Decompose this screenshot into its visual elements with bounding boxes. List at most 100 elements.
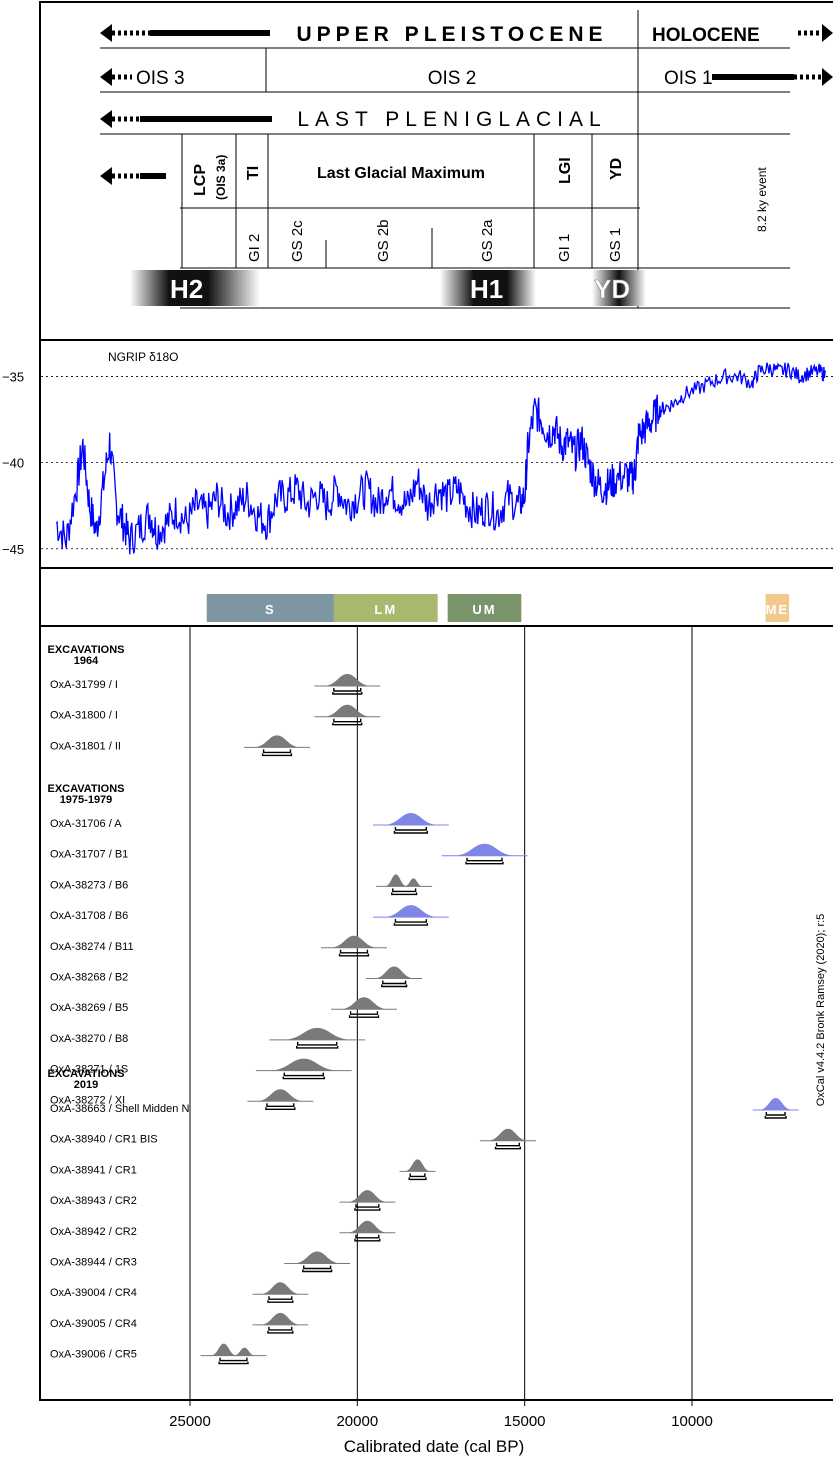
h2-label: H2 <box>170 274 203 304</box>
group-subtitle: 1964 <box>74 655 99 667</box>
yd-heinrich-label: YD <box>594 274 630 304</box>
sample-range-bracket <box>338 953 370 957</box>
sample-distribution <box>346 1220 389 1233</box>
yd-band <box>592 270 646 306</box>
sample-label: OxA-39006 / CR5 <box>50 1349 137 1361</box>
sample-range-bracket <box>382 980 407 985</box>
sample-range-bracket <box>392 888 417 893</box>
arrow-shaft <box>140 116 272 122</box>
sample-distribution <box>281 1027 353 1040</box>
sample-range-bracket <box>354 1238 381 1242</box>
sample-range-bracket <box>764 1116 787 1119</box>
gs1-label: GS 1 <box>607 228 624 262</box>
sample-distribution <box>404 1159 431 1172</box>
sample-distribution <box>233 1347 256 1356</box>
sample-range-bracket <box>265 1107 296 1110</box>
sample-range-bracket <box>332 692 363 695</box>
ngrip-series-label: NGRIP δ18O <box>108 350 178 364</box>
sample-label: OxA-31706 / A <box>50 818 122 830</box>
phase-bar-um <box>447 594 522 622</box>
last-pleniglacial-label: LAST PLENIGLACIAL <box>297 108 606 131</box>
x-tick-label: 10000 <box>671 1413 713 1430</box>
arrow-left-icon <box>100 24 112 42</box>
phase-label: ME <box>766 602 790 617</box>
sample-distribution <box>382 813 439 825</box>
sample-distribution <box>210 1343 238 1356</box>
sample-distribution <box>339 997 389 1010</box>
sample-range-bracket <box>268 1296 293 1300</box>
sample-label: OxA-38941 / CR1 <box>50 1164 137 1176</box>
sample-range-bracket <box>409 1173 426 1178</box>
sample-label: OxA-31799 / I <box>50 679 118 691</box>
sample-distribution <box>329 935 379 948</box>
arrow-shaft <box>712 74 794 80</box>
h1-label: H1 <box>470 274 503 304</box>
arrow-right-icon <box>822 24 833 42</box>
sample-distribution <box>384 874 408 887</box>
ngrip-y-tick-label: −45 <box>2 542 24 557</box>
group-subtitle: 1975-1979 <box>60 794 113 806</box>
sample-range-bracket <box>303 1265 332 1270</box>
sample-range-bracket <box>339 949 369 954</box>
x-tick-label: 20000 <box>336 1413 378 1430</box>
gs2a-label: GS 2a <box>479 219 496 262</box>
phase-label: LM <box>374 602 397 617</box>
sample-range-bracket <box>394 919 428 923</box>
sample-range-bracket <box>262 749 292 754</box>
ngrip-panel: −35 −40 −45 NGRIP δ18O <box>2 339 833 569</box>
sample-range-bracket <box>283 1072 324 1077</box>
sample-distribution <box>268 1058 340 1071</box>
sample-label: OxA-31707 / B1 <box>50 849 128 861</box>
sample-label: OxA-31800 / I <box>50 710 118 722</box>
arrow-shaft <box>140 173 166 179</box>
sample-distribution <box>259 1312 302 1325</box>
sample-distribution <box>382 905 439 918</box>
sample-range-bracket <box>268 1326 293 1331</box>
sample-range-bracket <box>495 1142 521 1147</box>
sample-label: OxA-38663 / Shell Midden N <box>50 1103 189 1115</box>
sample-range-bracket <box>333 718 362 723</box>
phase-bar-s <box>206 594 334 622</box>
upper-pleistocene-label: UPPER PLEISTOCENE <box>297 23 608 46</box>
sample-range-bracket <box>354 1208 381 1211</box>
sample-label: OxA-38943 / CR2 <box>50 1195 137 1207</box>
sample-range-bracket <box>355 1204 380 1208</box>
sample-label: OxA-38942 / CR2 <box>50 1226 137 1238</box>
h1-band <box>440 270 536 306</box>
sample-distribution <box>255 1089 305 1102</box>
sample-range-bracket <box>348 1015 380 1018</box>
sample-range-bracket <box>333 688 362 692</box>
ngrip-y-axis: −35 −40 −45 <box>2 369 24 556</box>
x-tick-label: 15000 <box>504 1413 546 1430</box>
sample-distribution <box>322 704 372 717</box>
lcp-label: LCP <box>192 164 209 196</box>
event-label: 8.2 ky event <box>755 167 769 232</box>
phase-bar-me <box>765 594 790 622</box>
group-subtitle: 2019 <box>74 1079 98 1091</box>
sample-range-bracket <box>394 827 428 831</box>
lgm-label: Last Glacial Maximum <box>317 165 485 182</box>
sample-label: OxA-31708 / B6 <box>50 910 128 922</box>
lgi-label: LGI <box>557 157 574 184</box>
sample-label: OxA-39005 / CR4 <box>50 1318 137 1330</box>
sample-range-bracket <box>381 984 408 988</box>
sample-range-bracket <box>261 753 293 757</box>
gi2-label: GI 2 <box>246 234 263 262</box>
ois3-label: OIS 3 <box>136 68 185 89</box>
sample-label: OxA-38273 / B6 <box>50 879 128 891</box>
sample-range-bracket <box>393 923 429 926</box>
sample-label: OxA-38271 / 1S <box>50 1064 128 1076</box>
sample-label: OxA-38272 / XI <box>50 1094 125 1106</box>
ois2-label: OIS 2 <box>428 68 477 89</box>
chronology-header: UPPER PLEISTOCENE HOLOCENE OIS 3 OIS 2 O… <box>39 1 833 341</box>
x-tick-label: 25000 <box>169 1413 211 1430</box>
gs2c-label: GS 2c <box>289 220 306 262</box>
sample-range-bracket <box>494 1146 522 1150</box>
yd-label: YD <box>608 158 625 180</box>
ngrip-gridlines <box>41 376 833 550</box>
sample-distribution <box>758 1098 793 1110</box>
arrow-right-icon <box>822 68 833 86</box>
